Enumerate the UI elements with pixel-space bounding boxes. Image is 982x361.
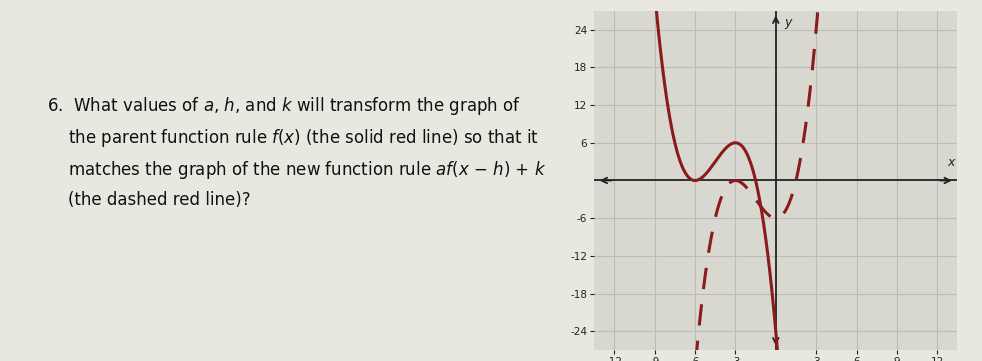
Text: 6.  What values of $\mathit{a}$, $\mathit{h}$, and $\mathit{k}$ will transform t: 6. What values of $\mathit{a}$, $\mathit…	[47, 95, 546, 209]
Text: y: y	[784, 16, 791, 29]
Text: x: x	[947, 156, 955, 169]
